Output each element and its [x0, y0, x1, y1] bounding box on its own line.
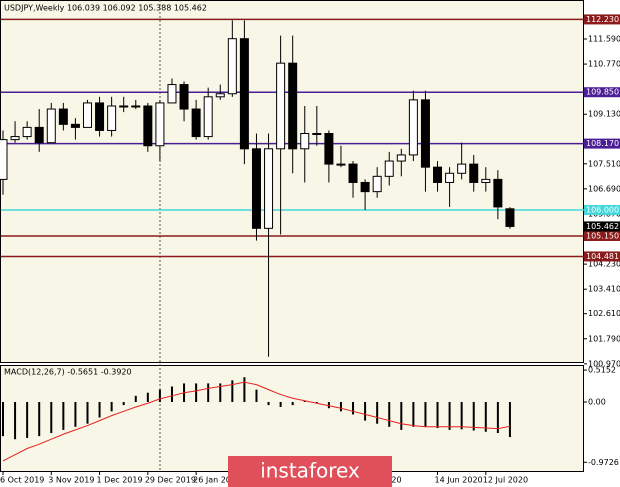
level-label: 105.150: [586, 231, 619, 240]
candle-body: [360, 181, 370, 193]
candle-body: [457, 163, 467, 174]
level-label: 104.481: [586, 252, 619, 261]
y-tick-label: 110.770: [588, 60, 620, 69]
candle-body: [300, 133, 310, 150]
y-tick-label: 104.230: [588, 260, 620, 269]
y-tick-label: 101.790: [588, 334, 620, 343]
candle-body: [131, 105, 141, 108]
y-tick-label: 102.610: [588, 309, 620, 318]
candle-body: [372, 175, 382, 193]
level-label-box: [584, 14, 620, 25]
candle-body: [119, 105, 129, 108]
candle-body: [22, 126, 32, 138]
level-label-box: [584, 230, 620, 241]
x-tick-label: 3 Nov 2019: [48, 476, 94, 485]
x-tick-label: 29 Dec 2019: [145, 476, 196, 485]
macd-title: MACD(12,26,7) -0.5651 -0.3920: [4, 368, 132, 377]
y-tick-label: 111.590: [588, 34, 620, 43]
y-tick-label: 103.410: [588, 285, 620, 294]
candle-body: [264, 148, 274, 229]
y-tick-label: 0.5152: [588, 366, 616, 375]
candle-body: [143, 105, 153, 147]
level-label: 106.000: [586, 205, 619, 214]
price-label: 105.462: [586, 222, 619, 231]
x-tick-label: 14 Jun 2020: [435, 476, 483, 485]
candle-body: [46, 108, 56, 144]
candle-body: [505, 208, 515, 227]
price-label-box: [584, 221, 620, 232]
candle-body: [155, 102, 165, 147]
chart-title: USDJPY,Weekly 106.039 106.092 105.388 10…: [4, 4, 207, 13]
x-tick-label: 26 Jan 202: [193, 476, 236, 485]
candle-body: [82, 102, 92, 128]
candle-body: [493, 178, 503, 208]
level-label: 109.850: [586, 88, 619, 97]
candle-body: [215, 93, 225, 98]
level-label-box: [584, 138, 620, 149]
level-label-box: [584, 204, 620, 215]
candle-body: [276, 62, 286, 150]
candle-body: [433, 166, 443, 183]
watermark-box: [228, 456, 392, 487]
candle-body: [408, 99, 418, 156]
x-tick-label: 12 Jul 2020: [483, 476, 528, 485]
x-tick-label: 6 Oct 2019: [0, 476, 44, 485]
candle-body: [191, 108, 201, 138]
watermark: instaforex: [260, 459, 360, 483]
y-tick-label: 107.510: [588, 159, 620, 168]
candle-body: [227, 38, 237, 95]
level-label: 112.230: [586, 15, 619, 24]
signal-line: [2, 381, 511, 462]
y-tick-label: 0.00: [588, 398, 606, 407]
candle-body: [58, 108, 68, 125]
candle-body: [0, 139, 8, 180]
candle-body: [179, 84, 189, 110]
candle-body: [384, 160, 394, 177]
candle-body: [396, 154, 406, 162]
level-label: 108.170: [586, 139, 619, 148]
candle-body: [312, 133, 322, 136]
candle-body: [469, 163, 479, 183]
level-label-box: [584, 87, 620, 98]
candle-body: [348, 163, 358, 183]
candle-body: [107, 105, 117, 131]
level-label-box: [584, 251, 620, 262]
y-tick-label: 106.690: [588, 184, 620, 193]
candle-body: [167, 84, 177, 104]
candle-body: [324, 133, 334, 165]
candle-body: [336, 163, 346, 166]
candle-body: [10, 136, 20, 141]
candle-body: [288, 62, 298, 150]
candle-body: [239, 38, 249, 150]
candle-body: [481, 178, 491, 183]
y-tick-label: 109.130: [588, 110, 620, 119]
candle-body: [420, 99, 430, 168]
y-tick-label: -0.9726: [588, 458, 619, 467]
candle-body: [251, 148, 261, 229]
candle-body: [95, 102, 105, 131]
y-tick-label: 100.970: [588, 359, 620, 368]
candle-body: [445, 172, 455, 183]
candle-body: [70, 123, 80, 128]
x-tick-label: 1 Dec 2019: [97, 476, 143, 485]
candle-body: [34, 126, 44, 144]
candle-body: [203, 96, 213, 138]
